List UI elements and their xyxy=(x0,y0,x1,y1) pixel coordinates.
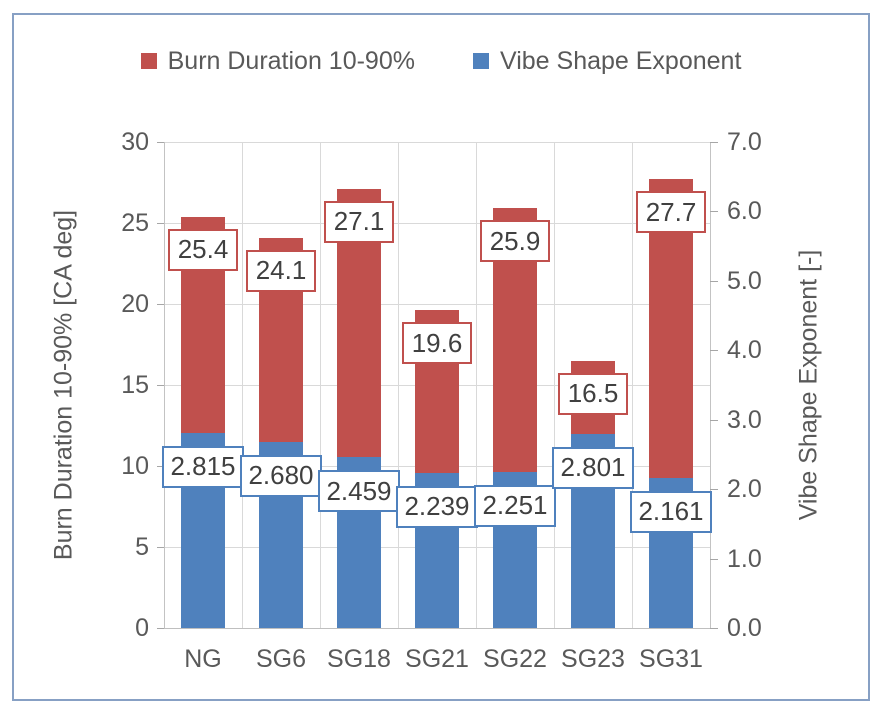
v-gridline-4 xyxy=(476,142,477,628)
right-axis-tick-6.0 xyxy=(710,211,718,213)
category-label-sg22: SG22 xyxy=(483,645,547,673)
right-axis-tick-label-7.0: 7.0 xyxy=(727,128,762,156)
burn-duration-data-label-sg22: 25.9 xyxy=(480,220,550,263)
legend-item-burn-duration: Burn Duration 10-90% xyxy=(140,46,415,76)
vibe-shape-data-label-sg21: 2.239 xyxy=(396,485,478,528)
right-axis-tick-0.0 xyxy=(710,628,718,629)
vibe-shape-data-label-ng: 2.815 xyxy=(162,445,244,488)
left-axis-tick-label-20: 20 xyxy=(121,290,149,318)
left-axis-tick-0 xyxy=(157,628,164,629)
left-axis-tick-5 xyxy=(157,547,164,548)
right-axis-tick-label-5.0: 5.0 xyxy=(727,266,762,295)
left-axis-tick-20 xyxy=(157,304,164,305)
bottom-axis-line xyxy=(164,628,711,629)
chart-legend: Burn Duration 10-90% Vibe Shape Exponent xyxy=(12,44,870,78)
legend-swatch-burn-duration xyxy=(140,53,157,69)
burn-duration-data-label-sg23: 16.5 xyxy=(558,372,628,415)
right-axis-tick-label-2.0: 2.0 xyxy=(727,475,762,504)
left-axis-tick-label-0: 0 xyxy=(135,614,149,642)
category-label-sg6: SG6 xyxy=(255,645,307,673)
vibe-shape-data-label-sg18: 2.459 xyxy=(318,470,400,513)
burn-duration-data-label-ng: 25.4 xyxy=(168,228,238,271)
h-gridline-25 xyxy=(164,223,710,224)
burn-duration-data-label-sg21: 19.6 xyxy=(402,322,472,365)
right-axis-tick-label-0.0: 0.0 xyxy=(727,614,762,642)
vibe-shape-data-label-sg6: 2.680 xyxy=(240,454,322,497)
left-axis-tick-30 xyxy=(157,142,164,143)
left-axis-tick-25 xyxy=(157,223,164,224)
vibe-shape-data-label-sg23: 2.801 xyxy=(552,446,634,489)
category-label-sg18: SG18 xyxy=(327,645,391,673)
right-axis-tick-3.0 xyxy=(710,419,718,421)
right-axis-tick-label-4.0: 4.0 xyxy=(727,336,762,365)
vibe-shape-data-label-sg22: 2.251 xyxy=(474,484,556,527)
category-label-ng: NG xyxy=(184,645,222,673)
category-label-sg31: SG31 xyxy=(639,645,703,673)
left-axis-tick-10 xyxy=(157,466,164,467)
legend-item-vibe-shape: Vibe Shape Exponent xyxy=(472,46,742,76)
left-axis-tick-label-25: 25 xyxy=(121,209,149,237)
left-axis-title: Burn Duration 10-90% [CA deg] xyxy=(49,209,78,561)
v-gridline-3 xyxy=(398,142,399,628)
category-label-sg21: SG21 xyxy=(405,645,469,673)
v-gridline-1 xyxy=(242,142,243,628)
right-axis-tick-label-3.0: 3.0 xyxy=(727,405,762,434)
right-plot-border xyxy=(710,142,711,628)
right-axis-tick-1.0 xyxy=(710,558,718,560)
left-axis-tick-label-5: 5 xyxy=(135,533,149,561)
left-axis-tick-label-10: 10 xyxy=(121,452,149,480)
left-axis-tick-label-30: 30 xyxy=(121,128,149,156)
h-gridline-30 xyxy=(164,142,710,143)
right-axis-tick-label-6.0: 6.0 xyxy=(727,197,762,226)
v-gridline-5 xyxy=(554,142,555,628)
right-axis-title: Vibe Shape Exponent [-] xyxy=(794,249,823,521)
left-axis-tick-15 xyxy=(157,385,164,386)
burn-duration-data-label-sg18: 27.1 xyxy=(324,200,394,243)
v-gridline-2 xyxy=(320,142,321,628)
left-axis-tick-label-15: 15 xyxy=(121,371,149,399)
right-axis-tick-label-1.0: 1.0 xyxy=(727,544,762,573)
right-axis-tick-4.0 xyxy=(710,350,718,352)
legend-label-vibe-shape: Vibe Shape Exponent xyxy=(499,46,742,75)
right-axis-tick-7.0 xyxy=(710,142,718,143)
vibe-shape-data-label-sg31: 2.161 xyxy=(630,490,712,533)
burn-duration-data-label-sg31: 27.7 xyxy=(636,191,706,234)
right-axis-tick-5.0 xyxy=(710,280,718,282)
h-gridline-20 xyxy=(164,304,710,305)
v-gridline-6 xyxy=(632,142,633,628)
left-plot-border xyxy=(164,142,165,628)
burn-duration-data-label-sg6: 24.1 xyxy=(246,249,316,292)
legend-label-burn-duration: Burn Duration 10-90% xyxy=(167,46,415,75)
legend-swatch-vibe-shape xyxy=(472,53,489,69)
right-axis-tick-2.0 xyxy=(710,489,718,491)
category-label-sg23: SG23 xyxy=(561,645,625,673)
